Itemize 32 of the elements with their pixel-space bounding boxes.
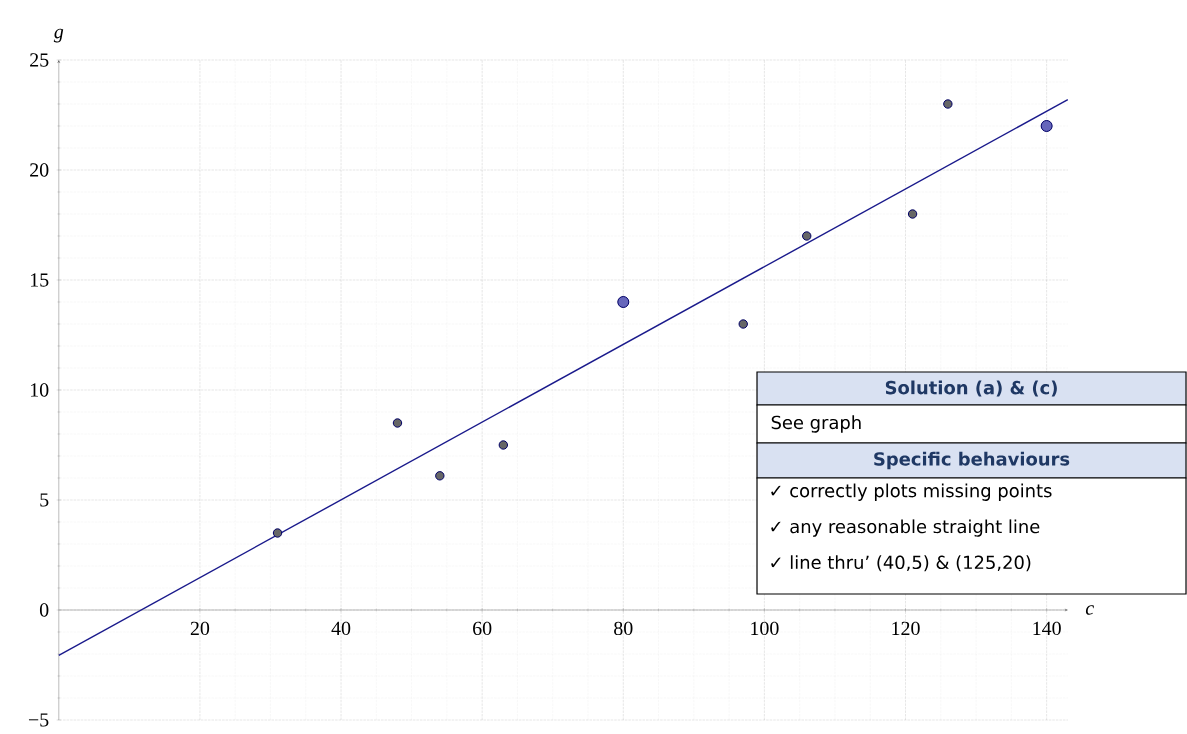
x-tick-label: 120 bbox=[892, 621, 920, 636]
point bbox=[435, 471, 445, 481]
point bbox=[943, 99, 953, 109]
x-axis-title: c bbox=[1085, 605, 1094, 615]
y-tick-label: −5 bbox=[28, 713, 49, 727]
y-tick-label: 0 bbox=[39, 603, 49, 617]
y-tick-label: 5 bbox=[40, 493, 49, 507]
point bbox=[498, 440, 509, 450]
annotation: ✓ correctly plots missing points bbox=[771, 483, 1052, 501]
x-tick-label: 60 bbox=[473, 621, 492, 636]
y-tick-label: 10 bbox=[30, 383, 49, 397]
x-tick-label: 20 bbox=[190, 621, 210, 636]
annotation: ✓ line thru’ (40,5) & (125,20) bbox=[771, 555, 1031, 572]
point bbox=[1040, 120, 1053, 132]
x-tick-label: 80 bbox=[614, 621, 633, 636]
x-tick-label: 40 bbox=[331, 621, 351, 636]
y-tick-label: 25 bbox=[30, 53, 49, 67]
point bbox=[617, 296, 630, 308]
x-tick-label: 140 bbox=[1033, 621, 1061, 636]
point bbox=[907, 209, 918, 219]
point bbox=[392, 418, 403, 428]
point bbox=[272, 528, 283, 538]
annotation: Solution (a) & (c) bbox=[885, 380, 1057, 397]
annotation: Specific behaviours bbox=[874, 451, 1070, 470]
x-tick-label: 100 bbox=[751, 621, 779, 636]
annotation: See graph bbox=[771, 415, 861, 433]
annotation: ✓ any reasonable straight line bbox=[771, 519, 1040, 537]
y-axis-title: g bbox=[53, 28, 64, 43]
point bbox=[802, 231, 812, 241]
y-tick-label: 20 bbox=[30, 163, 49, 177]
point bbox=[738, 319, 748, 329]
y-tick-label: 15 bbox=[30, 273, 49, 287]
